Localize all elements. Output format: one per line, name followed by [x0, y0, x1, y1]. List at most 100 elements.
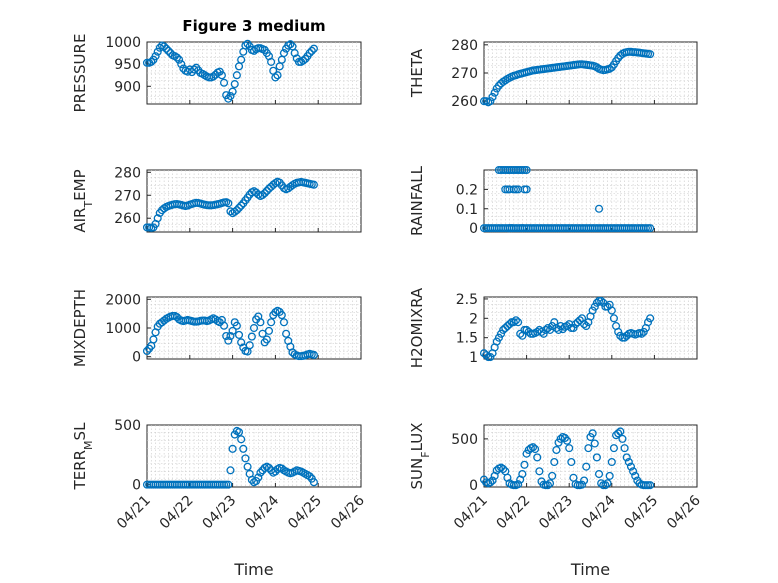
data-point [622, 453, 631, 462]
y-tick-label: 280 [451, 38, 478, 54]
y-tick-label: 950 [114, 57, 141, 73]
data-point [552, 445, 561, 455]
data-point [505, 320, 514, 329]
data-point [616, 427, 625, 436]
data-point [486, 97, 495, 106]
x-tick-label: 04/22 [494, 493, 534, 533]
data-point [569, 323, 578, 333]
data-point [153, 214, 162, 223]
data-point [226, 466, 235, 475]
data-point [279, 318, 289, 327]
data-point [309, 350, 318, 360]
data-point [271, 73, 280, 82]
data-point [597, 296, 606, 305]
x-tick-label: 04/23 [200, 493, 240, 533]
subplot-4: 0 0.1 0.2 RAINFALL [408, 165, 698, 237]
data-point [277, 311, 286, 320]
data-point [496, 329, 506, 338]
data-point [224, 199, 233, 208]
data-point [267, 318, 276, 327]
data-point [256, 468, 265, 477]
data-point [541, 325, 550, 334]
data-point [518, 469, 527, 479]
data-point [232, 71, 241, 80]
grid [147, 425, 361, 487]
data-point [629, 467, 638, 476]
data-point [605, 64, 614, 73]
data-point [258, 329, 267, 338]
subplot-2: 260 270 280 THETA [408, 38, 698, 110]
x-tick-label: 04/22 [157, 493, 197, 533]
data-point [226, 91, 235, 101]
data-point [563, 436, 572, 445]
data-point [518, 224, 527, 233]
x-axis-label: Time [233, 560, 273, 579]
data-point [256, 318, 265, 327]
x-tick-label: 04/26 [328, 492, 368, 532]
data-point [309, 478, 318, 487]
y-tick-label: 2000 [105, 292, 141, 308]
series-markers [479, 165, 655, 233]
data-point [307, 46, 316, 55]
data-point [537, 327, 546, 336]
data-point [241, 41, 250, 50]
y-axis-label: THETA [408, 48, 426, 98]
x-tick-label: 04/21 [451, 493, 491, 533]
data-point [305, 49, 314, 58]
data-point [565, 444, 574, 453]
subplot-1: 900 950 1000 PRESSURE [71, 34, 362, 113]
series-markers [479, 47, 655, 107]
data-point [601, 481, 610, 490]
y-tick-label: 1.5 [456, 331, 478, 347]
data-point [492, 337, 501, 346]
data-point [507, 224, 516, 233]
data-point [567, 457, 576, 467]
data-point [228, 326, 237, 335]
data-point [488, 92, 497, 101]
data-point [494, 333, 503, 342]
series-markers [142, 426, 318, 489]
data-point [582, 462, 591, 471]
data-point [511, 316, 520, 325]
data-point [243, 462, 252, 471]
data-point [162, 44, 171, 53]
y-tick-label: 0 [469, 478, 478, 494]
data-point [533, 453, 542, 462]
y-axis-label: H2OMIXRA [408, 287, 426, 368]
data-point [264, 326, 274, 335]
data-point [486, 478, 495, 487]
data-point [646, 481, 655, 490]
data-point [228, 444, 237, 453]
data-point [262, 335, 271, 344]
y-tick-label: 0.2 [456, 182, 478, 198]
subplot-5: 0 1000 2000 MIXDEPTH [71, 289, 362, 367]
y-tick-label: 500 [451, 432, 478, 448]
data-point [646, 314, 655, 323]
data-point [160, 42, 169, 51]
data-point [545, 479, 555, 488]
y-tick-label: 2.5 [456, 292, 478, 308]
x-tick-label: 04/25 [621, 493, 661, 533]
y-axis-label: PRESSURE [71, 34, 89, 113]
y-tick-label: 0 [132, 478, 141, 494]
data-point [603, 479, 612, 488]
data-point [309, 180, 318, 189]
data-point [590, 439, 599, 448]
y-tick-label: 0 [469, 221, 478, 237]
data-point [234, 203, 244, 212]
data-point [224, 336, 233, 345]
data-point [153, 47, 162, 56]
y-tick-label: 900 [114, 79, 141, 95]
data-point [224, 480, 233, 489]
data-point [514, 480, 523, 489]
data-point [271, 308, 280, 317]
data-point [514, 318, 523, 327]
data-point [631, 471, 640, 480]
data-point [501, 76, 510, 85]
subplot-8: 0 500 04/21 04/22 04/23 04/24 04/25 04/26 SUNFLU… [408, 423, 704, 533]
data-point [539, 329, 548, 338]
data-point [618, 434, 627, 443]
data-point [237, 338, 246, 347]
x-axis-label: Time [570, 560, 610, 579]
